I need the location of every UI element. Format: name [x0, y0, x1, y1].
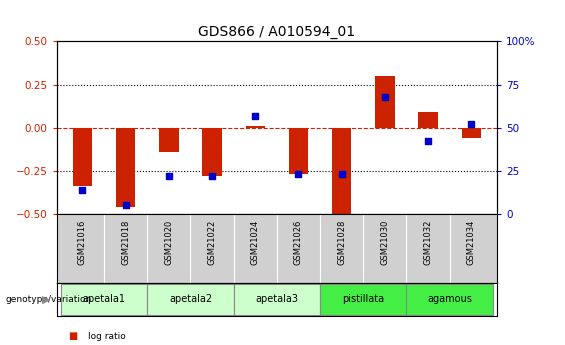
Text: GSM21016: GSM21016	[78, 219, 87, 265]
Text: ■: ■	[68, 332, 77, 341]
Point	[380, 94, 389, 99]
Bar	[234, 284, 320, 315]
Point	[207, 173, 216, 179]
Text: apetala1: apetala1	[82, 294, 125, 304]
Point	[121, 203, 130, 208]
Text: GSM21024: GSM21024	[251, 219, 260, 265]
Text: GSM21022: GSM21022	[207, 219, 216, 265]
Text: pistillata: pistillata	[342, 294, 384, 304]
Point	[164, 173, 173, 179]
Point	[251, 113, 260, 118]
Text: genotype/variation: genotype/variation	[6, 295, 92, 304]
Text: ▶: ▶	[42, 294, 51, 304]
Bar	[418, 112, 438, 128]
Text: agamous: agamous	[427, 294, 472, 304]
Text: GSM21026: GSM21026	[294, 219, 303, 265]
Point	[294, 171, 303, 177]
Point	[337, 171, 346, 177]
Bar	[462, 128, 481, 138]
Text: apetala3: apetala3	[255, 294, 298, 304]
Title: GDS866 / A010594_01: GDS866 / A010594_01	[198, 25, 355, 39]
Text: GSM21020: GSM21020	[164, 219, 173, 265]
Bar	[202, 128, 221, 176]
Bar	[320, 284, 406, 315]
Text: log ratio: log ratio	[88, 332, 125, 341]
Bar	[159, 128, 179, 152]
Bar	[61, 284, 147, 315]
Text: GSM21030: GSM21030	[380, 219, 389, 265]
Bar	[289, 128, 308, 174]
Bar	[73, 128, 92, 186]
Bar	[332, 128, 351, 214]
Point	[424, 139, 433, 144]
Bar	[375, 76, 394, 128]
Text: GSM21032: GSM21032	[424, 219, 433, 265]
Bar	[147, 284, 234, 315]
Text: GSM21028: GSM21028	[337, 219, 346, 265]
Text: GSM21018: GSM21018	[121, 219, 130, 265]
Text: apetala2: apetala2	[169, 294, 212, 304]
Point	[467, 121, 476, 127]
Text: GSM21034: GSM21034	[467, 219, 476, 265]
Bar	[406, 284, 493, 315]
Bar	[116, 128, 136, 207]
Point	[78, 187, 87, 193]
Bar	[246, 126, 265, 128]
